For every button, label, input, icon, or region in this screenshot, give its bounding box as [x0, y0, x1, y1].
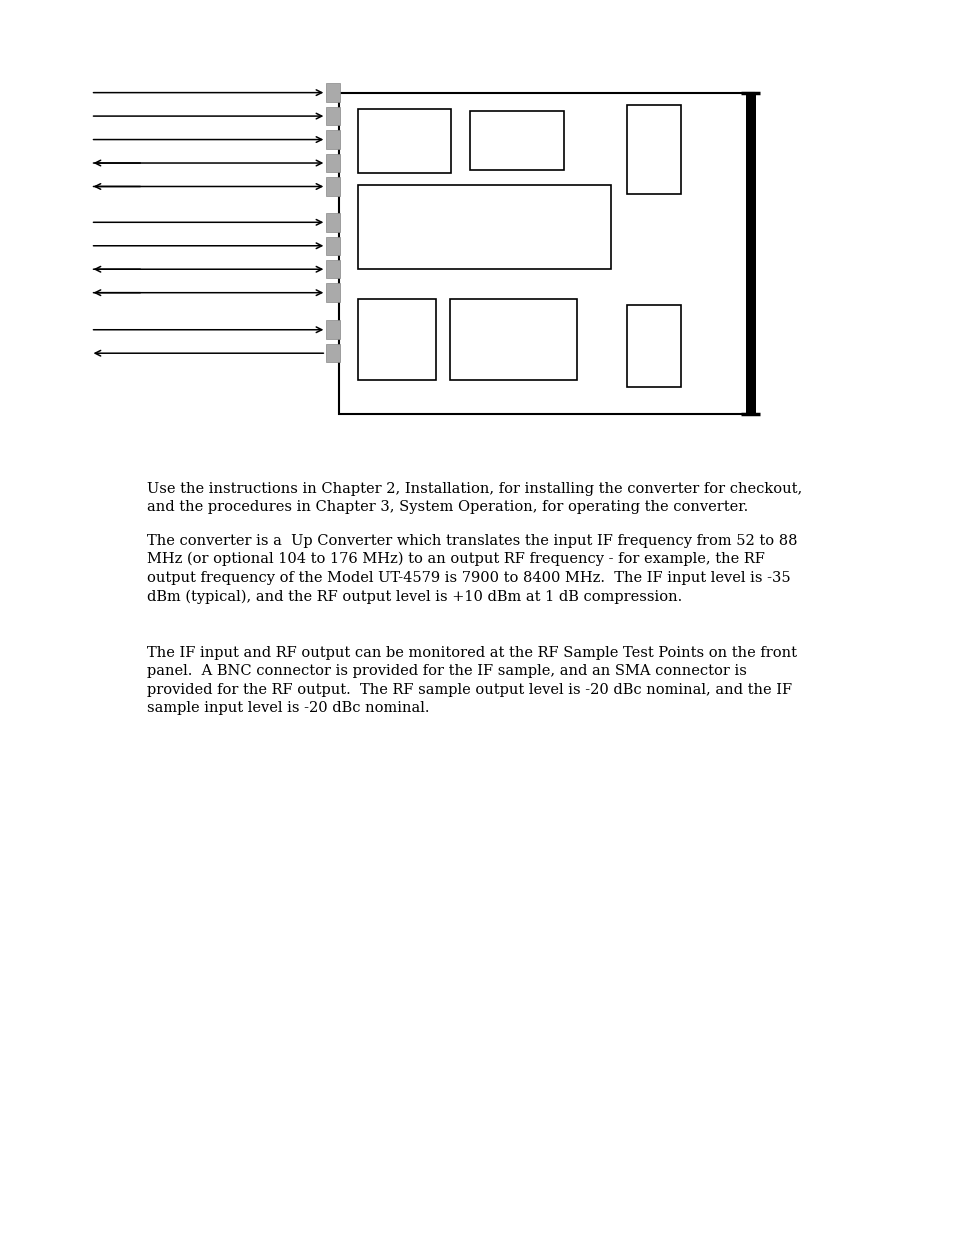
Bar [626, 105, 680, 194]
Bar [326, 284, 339, 303]
Bar [357, 185, 610, 269]
Bar [326, 83, 339, 101]
Bar [626, 305, 680, 387]
Bar [326, 343, 339, 363]
Bar [470, 111, 563, 170]
Text: Use the instructions in Chapter 2, Installation, for installing the converter fo: Use the instructions in Chapter 2, Insta… [147, 482, 801, 514]
Bar [326, 130, 339, 148]
Bar [357, 299, 436, 380]
Bar [326, 320, 339, 338]
Text: The IF input and RF output can be monitored at the RF Sample Test Points on the : The IF input and RF output can be monito… [147, 646, 796, 715]
Bar [326, 106, 339, 126]
Text: The converter is a  Up Converter which translates the input IF frequency from 52: The converter is a Up Converter which tr… [147, 534, 797, 604]
Bar [450, 299, 577, 380]
Bar [745, 93, 755, 414]
Bar [326, 261, 339, 279]
Bar [357, 109, 451, 173]
Bar [326, 237, 339, 256]
Bar [326, 153, 339, 173]
Bar [338, 93, 753, 414]
Bar [326, 214, 339, 232]
Bar [326, 177, 339, 195]
